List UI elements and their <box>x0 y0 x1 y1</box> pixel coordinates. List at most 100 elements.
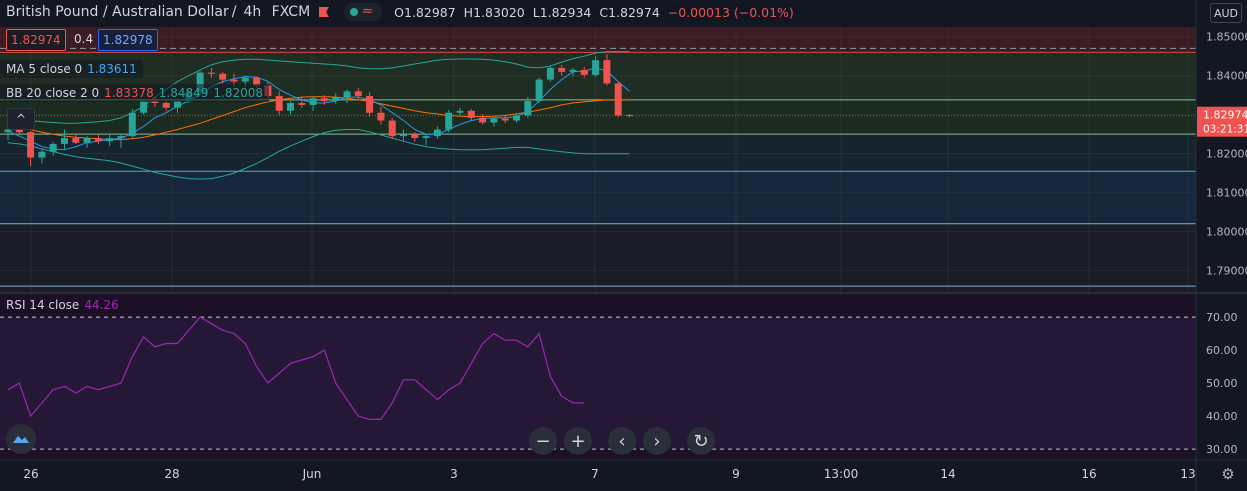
price-zone-4 <box>0 171 1196 224</box>
candle-body <box>490 118 498 123</box>
candle-38 <box>433 126 441 139</box>
low-value: 1.82934 <box>539 4 592 20</box>
candle-body <box>433 129 441 137</box>
candle-7 <box>83 136 91 148</box>
settings-gear-icon[interactable]: ⚙ <box>1221 465 1235 483</box>
time-tick-label: 26 <box>23 467 38 481</box>
scroll-left-button[interactable]: ‹ <box>608 427 636 455</box>
time-tick-label: 13:00 <box>824 467 859 481</box>
symbol-name[interactable]: British Pound / Australian Dollar <box>6 4 229 20</box>
ma-legend[interactable]: MA 5 close 0 1.83611 <box>0 60 143 78</box>
candle-19 <box>219 71 227 84</box>
candle-body <box>535 79 543 102</box>
change-value: −0.00013 (−0.01%) <box>667 4 794 20</box>
time-tick-label: 28 <box>164 467 179 481</box>
status-pill[interactable]: ≈ <box>344 3 383 21</box>
candle-body <box>377 112 385 121</box>
scroll-right-button[interactable]: › <box>643 427 671 455</box>
interval[interactable]: 4h <box>243 4 262 20</box>
price-zones <box>0 27 1196 292</box>
status-dot-icon <box>350 8 359 16</box>
candle-body <box>592 60 600 75</box>
candle-27 <box>309 95 317 111</box>
candle-45 <box>513 113 520 123</box>
candle-body <box>445 112 453 130</box>
flag-icon[interactable] <box>318 6 330 18</box>
candle-31 <box>354 88 362 100</box>
candle-body <box>501 118 509 121</box>
candle-18 <box>207 67 215 78</box>
sell-button[interactable]: 1.82974 <box>6 29 66 51</box>
candle-25 <box>287 101 294 115</box>
ma-label: MA 5 close 0 <box>6 62 83 76</box>
candle-48 <box>546 65 554 82</box>
currency-button[interactable]: AUD <box>1210 3 1242 23</box>
candle-55 <box>626 113 633 118</box>
time-tick-label: 14 <box>940 467 955 481</box>
candle-body <box>207 72 215 74</box>
candle-44 <box>501 114 509 124</box>
candle-body <box>298 102 306 105</box>
close-value: 1.82974 <box>608 4 660 20</box>
candle-body <box>49 143 57 152</box>
bb-lower-value: 1.82008 <box>213 86 264 100</box>
candle-42 <box>479 113 487 125</box>
candle-body <box>546 67 554 80</box>
candle-body <box>388 120 396 137</box>
candle-12 <box>140 99 148 115</box>
price-tick-label: 1.84000 <box>1206 70 1247 83</box>
candle-body <box>456 110 464 113</box>
candle-41 <box>467 108 475 121</box>
candle-body <box>61 138 68 144</box>
price-tick-label: 1.82000 <box>1206 148 1247 161</box>
price-zone-5 <box>0 223 1196 292</box>
candle-body <box>128 112 136 137</box>
candle-43 <box>490 117 498 127</box>
candle-body <box>106 138 114 142</box>
candle-body <box>241 77 249 82</box>
candle-body <box>467 110 475 118</box>
candle-body <box>140 101 148 113</box>
bb-basis-value: 1.83378 <box>104 86 154 100</box>
candles <box>4 54 633 167</box>
ohlc-values: O1.82987 H1.83020 L1.82934 C1.82974 −0.0… <box>390 3 798 21</box>
candle-body <box>83 138 91 143</box>
candle-body <box>15 129 23 133</box>
candle-46 <box>524 97 532 118</box>
rsi-tick-label: 30.00 <box>1206 443 1238 456</box>
zoom-in-button[interactable]: + <box>564 427 592 455</box>
candle-29 <box>332 93 340 104</box>
price-zone-2 <box>0 99 1196 135</box>
candle-body <box>332 97 340 102</box>
collapse-legend-button[interactable]: ^ <box>7 108 35 130</box>
candle-body <box>580 69 588 75</box>
candle-28 <box>320 95 328 105</box>
price-tick-label: 1.85000 <box>1206 31 1247 44</box>
candle-4 <box>49 141 57 156</box>
rsi-legend[interactable]: RSI 14 close 44.26 <box>0 296 125 314</box>
bb-upper-value: 1.84849 <box>158 86 209 100</box>
buy-button[interactable]: 1.82978 <box>98 29 158 51</box>
last-price-label: 1.82974 <box>1203 109 1247 122</box>
last-price-tag <box>1197 106 1247 137</box>
candle-50 <box>569 67 577 77</box>
candle-40 <box>456 107 464 117</box>
bb-legend[interactable]: BB 20 close 2 0 1.83378 1.84849 1.82008 <box>0 84 270 102</box>
exchange: FXCM <box>271 4 311 20</box>
zoom-out-button[interactable]: − <box>529 427 557 455</box>
candle-body <box>343 91 351 98</box>
candle-49 <box>558 64 566 76</box>
rsi-band <box>0 317 1196 450</box>
reset-chart-button[interactable]: ↻ <box>687 427 715 455</box>
time-tick-label: 3 <box>450 467 458 481</box>
candle-5 <box>61 129 68 149</box>
candle-body <box>309 98 317 105</box>
close-label: C <box>599 4 609 20</box>
tradingview-logo[interactable] <box>6 424 36 454</box>
candle-10 <box>117 134 125 148</box>
candle-30 <box>343 89 351 103</box>
rsi-tick-label: 40.00 <box>1206 410 1238 423</box>
rsi-tick-label: 70.00 <box>1206 311 1238 324</box>
